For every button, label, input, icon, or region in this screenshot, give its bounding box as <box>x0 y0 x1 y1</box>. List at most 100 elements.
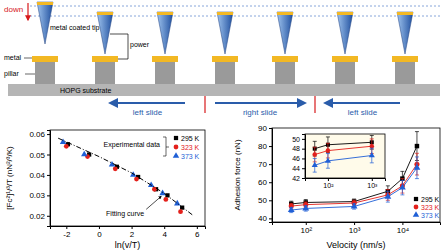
tick: 50 <box>292 136 305 143</box>
tick-mark <box>47 134 50 135</box>
tick-mark <box>269 164 272 165</box>
legend-marker <box>173 152 179 158</box>
guide-line <box>30 16 440 17</box>
tick-label: 50 <box>292 136 300 143</box>
diagram-label: HOPG substrate <box>60 87 111 94</box>
axis-line <box>269 129 273 223</box>
guide-line <box>30 6 440 7</box>
tick-mark <box>164 226 165 229</box>
x-axis: 10²10³ <box>306 178 386 189</box>
inset-plot-area <box>312 135 375 172</box>
legend-label: 323 K <box>181 144 200 151</box>
tick-mark <box>372 178 373 181</box>
legend-label: 295 K <box>421 196 440 203</box>
pillar <box>95 62 115 84</box>
pillar <box>215 62 235 84</box>
axis-line <box>302 135 306 179</box>
power-wire <box>110 34 128 59</box>
tick: 90 <box>258 124 272 133</box>
y-axis: 405060708090 <box>258 124 272 223</box>
tick-mark <box>269 182 272 183</box>
tick-label: 0.03 <box>29 191 45 200</box>
tick-mark <box>302 149 305 150</box>
axis-line <box>51 227 206 230</box>
metal-pad <box>332 56 358 62</box>
slide-arrow <box>325 102 400 104</box>
legend-label: 373 K <box>421 212 440 219</box>
metal-pad <box>92 56 118 62</box>
tip <box>37 2 53 44</box>
x-axis: 10²10³10⁴ <box>273 222 441 235</box>
tick-label: 0.06 <box>29 130 45 139</box>
tick-label: 50 <box>258 196 267 205</box>
legend-marker <box>413 211 419 217</box>
tick-label: -2 <box>63 230 71 239</box>
point <box>414 164 421 170</box>
diagram-label: pillar <box>4 70 19 78</box>
tip-coating <box>97 12 113 15</box>
tick-mark <box>402 222 403 225</box>
tick-label: 2 <box>130 230 135 239</box>
pointer <box>24 58 32 59</box>
legend-label: 373 K <box>181 153 200 160</box>
legend-title: Experimental data <box>104 141 161 149</box>
metal-pad <box>32 56 58 62</box>
plot-area <box>288 132 421 213</box>
tip <box>97 12 113 54</box>
tick: 40 <box>258 214 272 223</box>
tick: 60 <box>258 178 272 187</box>
tick-mark <box>269 200 272 201</box>
point <box>134 177 139 182</box>
tick-mark <box>302 178 305 179</box>
tick-label: 10² <box>323 182 334 189</box>
divider <box>204 96 205 113</box>
metal-pad <box>152 56 178 62</box>
axis-line <box>273 223 441 226</box>
point <box>312 162 318 167</box>
pillar <box>275 62 295 84</box>
point <box>384 193 391 199</box>
y-axis: 4244464850 <box>292 135 305 182</box>
series-line <box>315 142 372 148</box>
legend-brace <box>163 137 169 156</box>
diagram-label: power <box>130 41 150 49</box>
tick: 10² <box>323 178 334 189</box>
tick-label: 10² <box>300 226 312 235</box>
tick-mark <box>269 218 272 219</box>
diagram-label: right slide <box>243 108 278 117</box>
tip <box>397 12 413 54</box>
tick: 70 <box>258 160 272 169</box>
legend-marker <box>174 136 178 140</box>
slide-arrow <box>215 102 305 104</box>
point <box>415 144 419 148</box>
tick: 2 <box>130 226 135 239</box>
point <box>351 203 358 209</box>
point <box>302 205 309 211</box>
diagram: downmetal coated tippowermetalpillarHOPG… <box>4 2 440 117</box>
tick-label: 70 <box>258 160 267 169</box>
tick-label: 10³ <box>349 226 361 235</box>
slide-arrow <box>110 102 185 104</box>
tip <box>277 12 293 54</box>
tick-label: 40 <box>258 214 267 223</box>
point <box>288 206 295 212</box>
diagram-label: left slide <box>348 108 378 117</box>
tip-coating <box>397 12 413 15</box>
point <box>370 144 375 149</box>
tick: 0.02 <box>29 212 50 221</box>
tick-label: 0.05 <box>29 151 45 160</box>
tick-label: 90 <box>258 124 267 133</box>
tick-mark <box>328 178 329 181</box>
y-axis: 0.020.030.040.050.06 <box>29 130 50 226</box>
tick-mark <box>302 139 305 140</box>
tick-label: 60 <box>258 178 267 187</box>
axis-line <box>306 179 386 182</box>
series-line <box>315 146 372 154</box>
substrate <box>8 84 440 96</box>
tick: -2 <box>63 226 71 239</box>
point <box>369 152 375 157</box>
plot-frame <box>50 130 205 226</box>
tick: 46 <box>292 155 305 162</box>
tick: 0.03 <box>29 191 50 200</box>
tick-mark <box>354 222 355 225</box>
